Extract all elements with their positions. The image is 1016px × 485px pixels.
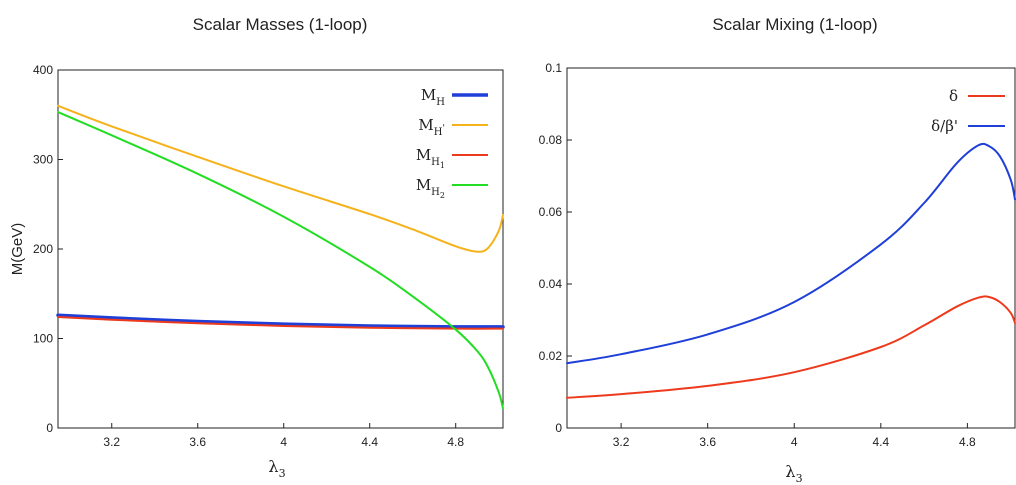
mixing-x-tick-label: 3.2 xyxy=(613,435,630,449)
masses-y-tick-label: 200 xyxy=(33,242,53,256)
mixing-axes: 3.2 3.6 4 4.4 4.8 0 0.02 0.04 0.06 0.08 0.1 xyxy=(539,61,976,449)
mixing-series-line-2 xyxy=(566,142,1016,365)
masses-axes: 3.2 3.6 4 4.4 4.8 0 100 200 300 400 xyxy=(33,63,464,449)
masses-series-lines xyxy=(56,104,505,410)
masses-panel: Scalar Masses (1-loop) 3.2 3.6 4 4.4 4.8 0 100… xyxy=(9,15,505,480)
mixing-x-tick-label: 4.8 xyxy=(959,435,976,449)
masses-series-line-2 xyxy=(57,104,504,253)
mixing-plot-frame xyxy=(566,67,1016,429)
masses-x-tick-label: 3.2 xyxy=(103,435,120,449)
mixing-legend-label-1: δ xyxy=(949,87,958,105)
mixing-y-tick-label: 0.1 xyxy=(545,61,562,75)
masses-y-tick-label: 400 xyxy=(33,63,53,77)
mixing-y-tick-label: 0.04 xyxy=(539,277,563,291)
masses-series-line-4 xyxy=(57,111,504,410)
mixing-x-tick-label: 4 xyxy=(791,435,798,449)
mixing-legend-label-2: δ/β' xyxy=(931,117,958,135)
masses-legend-label-1: MH xyxy=(421,86,445,108)
mixing-y-tick-label: 0 xyxy=(555,421,562,435)
mixing-y-tick-label: 0.02 xyxy=(539,349,563,363)
mixing-x-tick-label: 3.6 xyxy=(699,435,716,449)
masses-y-tick-label: 0 xyxy=(46,421,53,435)
masses-legend-label-3: MH1 xyxy=(416,146,445,170)
masses-x-tick-label: 4 xyxy=(280,435,287,449)
masses-x-tick-label: 3.6 xyxy=(189,435,206,449)
masses-title: Scalar Masses (1-loop) xyxy=(193,15,368,34)
masses-plot-frame xyxy=(57,69,504,429)
mixing-series-line-1 xyxy=(566,295,1016,399)
mixing-x-tick-label: 4.4 xyxy=(872,435,889,449)
mixing-x-axis-label: λ3 xyxy=(785,462,802,485)
masses-y-tick-label: 300 xyxy=(33,153,53,167)
mixing-panel: Scalar Mixing (1-loop) 3.2 3.6 4 4.4 4.8 0 0.0… xyxy=(539,15,1016,485)
masses-x-tick-label: 4.4 xyxy=(361,435,378,449)
mixing-legend: δ δ/β' xyxy=(931,87,1005,135)
mixing-title: Scalar Mixing (1-loop) xyxy=(712,15,877,34)
masses-legend-label-2: MH' xyxy=(418,116,445,138)
masses-legend: MH MH' MH1 MH2 xyxy=(416,86,488,200)
masses-x-axis-label: λ3 xyxy=(268,457,285,480)
masses-x-tick-label: 4.8 xyxy=(447,435,464,449)
masses-y-tick-label: 100 xyxy=(33,332,53,346)
mixing-series-lines xyxy=(566,142,1016,399)
mixing-y-tick-label: 0.08 xyxy=(539,133,563,147)
masses-y-axis-label: M(GeV) xyxy=(9,223,26,276)
masses-legend-label-4: MH2 xyxy=(416,176,445,200)
mixing-y-tick-label: 0.06 xyxy=(539,205,563,219)
